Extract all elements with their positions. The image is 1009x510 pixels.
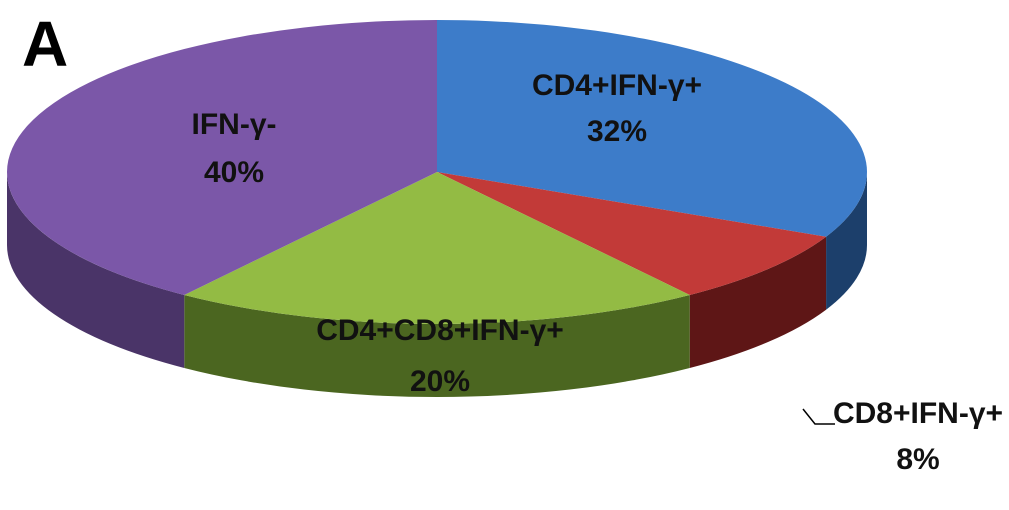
pie-labels: CD4+IFN-γ+ 32% CD8+IFN-γ+ 8% CD4+CD8+IFN-γ+ 2…	[192, 69, 1004, 476]
leader-line	[802, 408, 835, 425]
slice-label: CD8+IFN-γ+	[833, 397, 1003, 430]
slice-cd4-cd8-ifn	[184, 172, 690, 324]
side-ifn	[7, 172, 185, 368]
slice-label: CD4+IFN-γ+	[532, 69, 702, 102]
slice-cd8-ifn	[437, 172, 827, 295]
side-cd4-ifn	[826, 172, 867, 310]
slice-ifn	[6, 20, 438, 295]
slice-value-label: 32%	[587, 115, 647, 148]
slice-value-label: 40%	[204, 156, 264, 189]
panel-letter: A	[22, 8, 68, 80]
slice-cd4-ifn	[437, 20, 867, 237]
side-cd8-ifn	[689, 236, 827, 368]
slice-label: IFN-γ-	[192, 108, 277, 141]
slice-value-label: 8%	[896, 443, 939, 476]
side-cd4-cd8-ifn	[184, 294, 690, 398]
slice-value-label: 20%	[410, 365, 470, 398]
pie-tops	[6, 20, 867, 324]
slice-label: CD4+CD8+IFN-γ+	[316, 314, 564, 347]
pie-sides	[7, 172, 867, 398]
